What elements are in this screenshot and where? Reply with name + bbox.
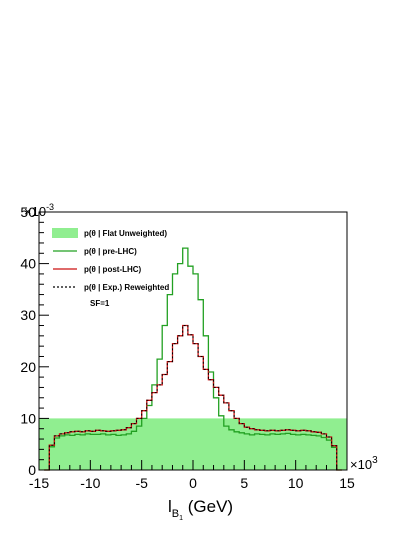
y-multiplier-exp: -3: [46, 202, 54, 212]
data-layer: [39, 247, 347, 471]
x-axis-label-main: l: [168, 497, 172, 516]
x-tick-label: -15: [29, 475, 49, 491]
legend-label: p(θ | pre-LHC): [84, 247, 137, 256]
x-tick-label: 15: [339, 475, 355, 491]
legend: p(θ | Flat Unweighted) p(θ | pre-LHC) p(θ …: [52, 228, 169, 308]
x-multiplier-label: ×103: [350, 455, 378, 472]
legend-label: p(θ | Exp.) Reweighted: [84, 283, 169, 292]
series-line-p-exp-reweighted: [44, 325, 342, 471]
axis-ticks: -15 -10 -5 0 5 10 15 0 10 20 30 40 50: [20, 204, 355, 491]
legend-label: p(θ | Flat Unweighted): [84, 229, 167, 238]
legend-extra-label: SF=1: [90, 299, 110, 308]
y-tick-label: 30: [20, 307, 36, 323]
legend-swatch-fill: [52, 228, 78, 238]
x-tick-label: 5: [240, 475, 248, 491]
y-tick-label: 50: [20, 204, 36, 220]
x-tick-label: -5: [135, 475, 148, 491]
x-tick-label: 10: [288, 475, 304, 491]
x-tick-label: 0: [189, 475, 197, 491]
y-multiplier-base: ×10: [24, 204, 46, 219]
y-tick-label: 20: [20, 359, 36, 375]
y-tick-label: 40: [20, 256, 36, 272]
legend-label: p(θ | post-LHC): [84, 265, 142, 274]
x-axis-label-subsub: 1: [179, 515, 183, 522]
x-axis-label: lB1 (GeV): [168, 497, 233, 522]
y-tick-label: 0: [28, 462, 36, 478]
x-multiplier-base: ×10: [350, 457, 372, 472]
x-axis-label-unit: (GeV): [183, 497, 233, 516]
x-axis-label-sub: B: [172, 508, 179, 520]
y-tick-label: 10: [20, 410, 36, 426]
series-line-p-pre-lhc: [44, 247, 342, 471]
x-tick-label: -10: [80, 475, 100, 491]
x-multiplier-exp: 3: [372, 455, 378, 466]
y-multiplier-label: ×10-3: [24, 202, 54, 219]
